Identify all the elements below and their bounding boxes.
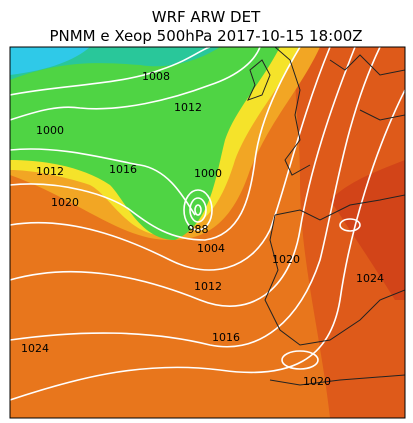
contour-label: 1020 xyxy=(272,253,300,266)
contour-label: 1000 xyxy=(36,124,64,137)
title: WRF ARW DET xyxy=(152,8,261,26)
contour-labels: 1008 1012 1000 1012 1016 1000 1020 988 1… xyxy=(21,70,384,388)
contour-label: 988 xyxy=(188,223,209,236)
contour-label: 1020 xyxy=(51,196,79,209)
subtitle: PNMM e Xeop 500hPa 2017-10-15 18:00Z xyxy=(49,27,362,45)
contour-label: 1024 xyxy=(21,342,49,355)
map-field xyxy=(10,47,405,418)
contour-label: 1012 xyxy=(36,165,64,178)
contour-label: 1016 xyxy=(109,163,137,176)
contour-label: 1012 xyxy=(194,280,222,293)
contour-label: 1008 xyxy=(142,70,170,83)
contour-label: 1012 xyxy=(174,101,202,114)
contour-label: 1004 xyxy=(197,242,225,255)
contour-label: 1024 xyxy=(356,272,384,285)
contour-label: 1000 xyxy=(194,167,222,180)
map-frame xyxy=(9,46,406,419)
contour-label: 1016 xyxy=(212,331,240,344)
contour-label: 1020 xyxy=(303,375,331,388)
